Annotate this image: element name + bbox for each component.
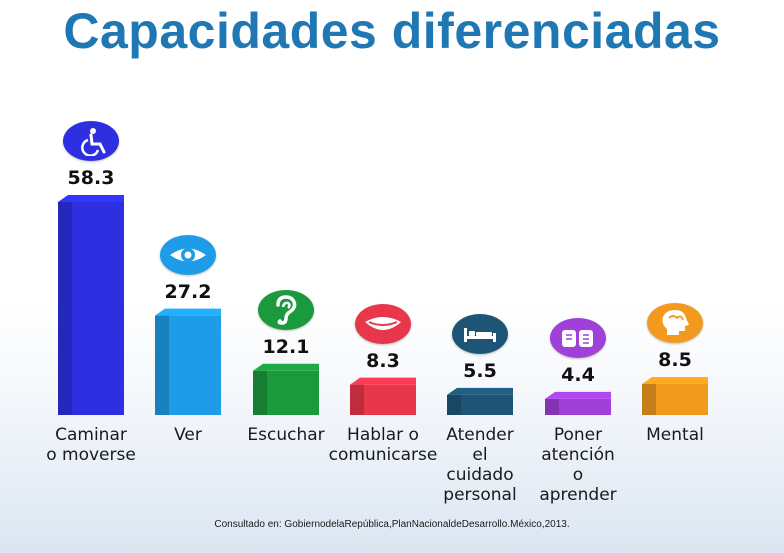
ear-icon: [258, 289, 314, 330]
bar-side: [253, 370, 267, 415]
tick-label: Hablar o comunicarse: [328, 425, 438, 465]
data-label: 8.5: [658, 348, 692, 371]
bar-top: [155, 308, 221, 316]
data-label: 12.1: [262, 335, 310, 358]
tick-label: Escuchar: [247, 425, 325, 445]
tick-label: Mental: [646, 425, 704, 445]
bar-front: [545, 398, 611, 415]
bar-side: [447, 394, 461, 415]
source-citation: Consultado en: GobiernodelaRepública,Pla…: [214, 519, 570, 530]
bar-front: [447, 394, 513, 415]
data-label: 58.3: [67, 167, 115, 189]
bar-7: [642, 376, 708, 415]
bar-side: [350, 384, 364, 415]
bar-4: [350, 377, 416, 415]
data-label: 5.5: [463, 359, 497, 382]
mind-icon: [550, 317, 606, 358]
page-title: Capacidades diferenciadas: [63, 3, 721, 59]
bar-top: [545, 391, 611, 399]
bar-top: [350, 377, 416, 385]
mouth-icon: [355, 303, 411, 344]
data-label: 4.4: [561, 363, 595, 386]
bar-2: [155, 308, 221, 415]
bar-3: [253, 363, 319, 415]
bar-top: [447, 387, 513, 395]
bar-side: [58, 202, 72, 415]
bar-top: [642, 376, 708, 384]
bar-6: [545, 391, 611, 415]
eye-icon: [160, 234, 216, 275]
data-label: 8.3: [366, 349, 400, 372]
bar-1: [58, 195, 124, 415]
bar-side: [545, 398, 559, 415]
bar-5: [447, 387, 513, 415]
tick-label: Atender el cuidado personal: [443, 425, 517, 505]
bar-side: [155, 315, 169, 415]
wheelchair-icon: [63, 121, 119, 161]
tick-label: Poner atención o aprender: [539, 425, 617, 505]
bar-top: [58, 195, 124, 202]
bed-icon: [452, 313, 508, 354]
tick-label: Caminar o moverse: [46, 425, 136, 465]
bar-top: [253, 363, 319, 371]
tick-label: Ver: [174, 425, 202, 445]
bar-side: [642, 383, 656, 415]
head-icon: [647, 302, 703, 343]
data-label: 27.2: [164, 280, 212, 303]
